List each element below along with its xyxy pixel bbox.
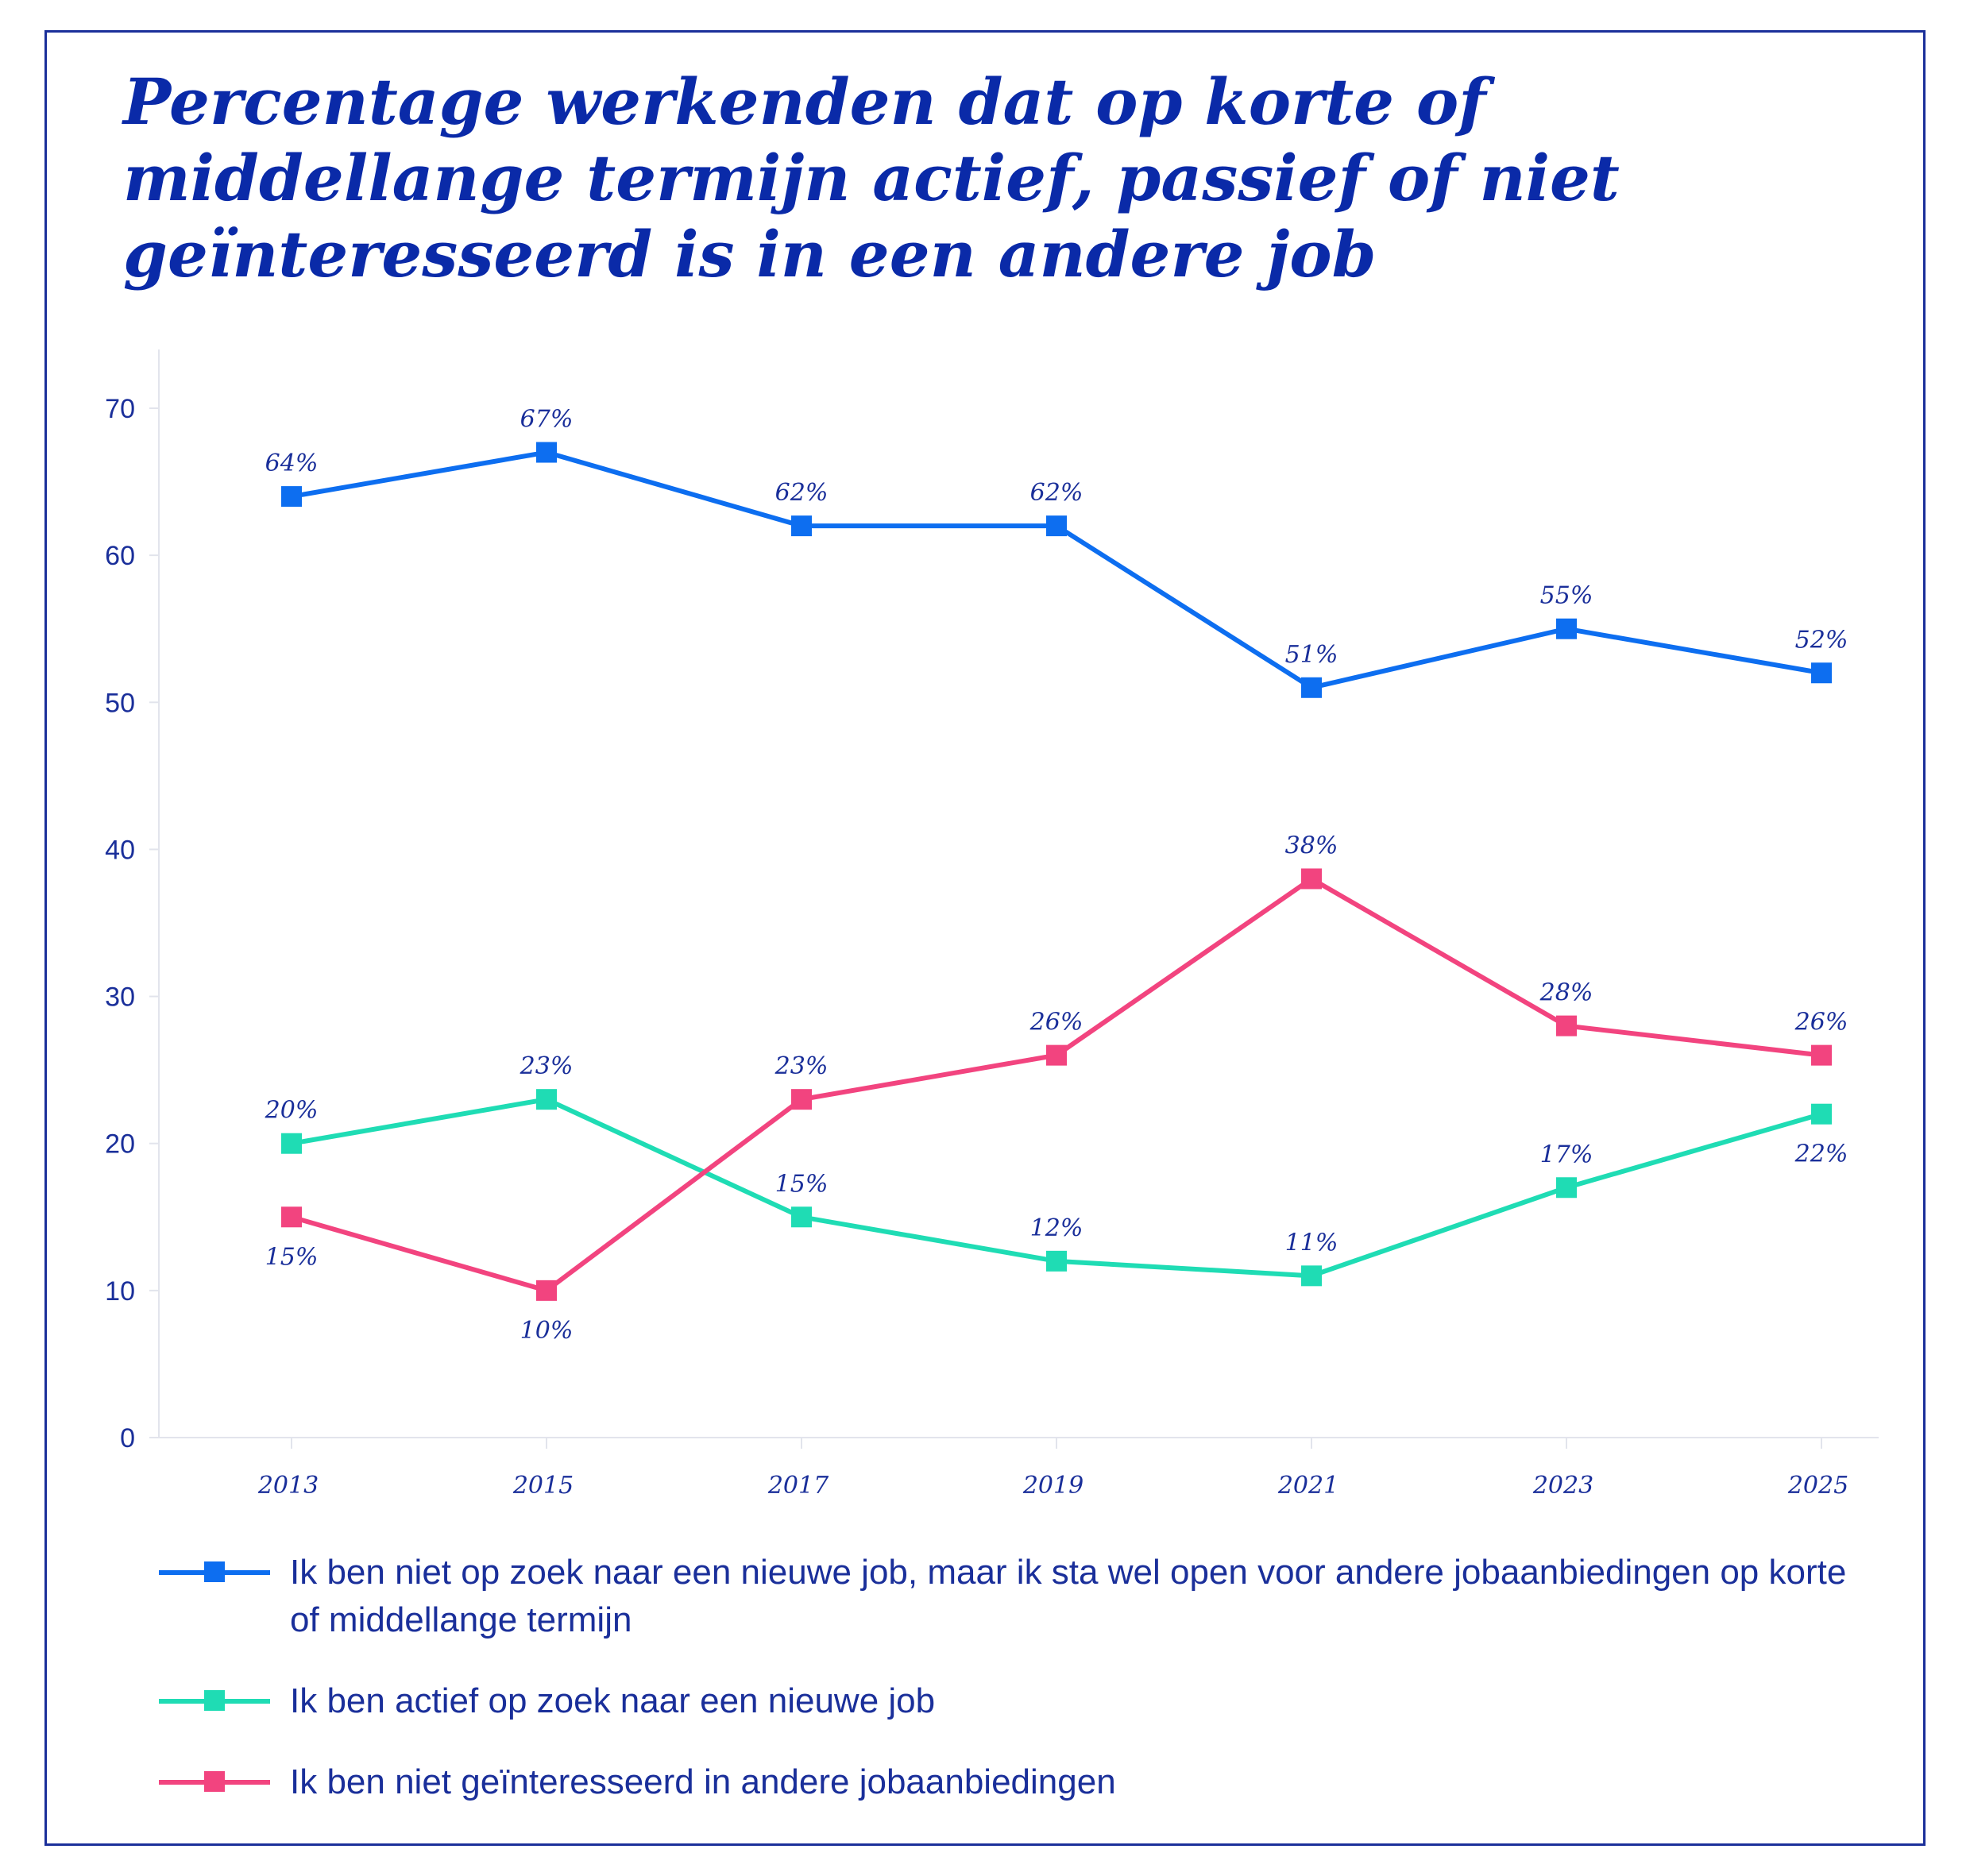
data-label: 17% bbox=[1540, 1141, 1593, 1168]
data-point bbox=[1556, 618, 1577, 639]
data-point bbox=[1046, 1250, 1067, 1272]
legend-label-not-interested: Ik ben niet geïnteresseerd in andere job… bbox=[290, 1762, 1116, 1801]
data-point bbox=[1301, 677, 1322, 698]
data-label: 55% bbox=[1540, 582, 1593, 610]
data-label: 38% bbox=[1285, 832, 1338, 859]
data-label: 23% bbox=[774, 1052, 829, 1080]
data-point bbox=[1556, 1015, 1577, 1036]
legend-item-active: Ik ben actief op zoek naar een nieuwe jo… bbox=[159, 1677, 1867, 1725]
y-tick-label: 20 bbox=[105, 1129, 135, 1160]
legend: Ik ben niet op zoek naar een nieuwe job,… bbox=[159, 1549, 1867, 1839]
x-tick-label: 2023 bbox=[1532, 1472, 1593, 1500]
data-point bbox=[791, 1206, 812, 1228]
data-label: 12% bbox=[1030, 1214, 1084, 1242]
data-point bbox=[1046, 515, 1067, 537]
data-point bbox=[536, 442, 557, 463]
chart-title: Percentage werkenden dat op korte of mid… bbox=[123, 64, 1620, 291]
data-label: 62% bbox=[775, 479, 829, 507]
data-point bbox=[536, 1280, 557, 1301]
legend-swatch-open bbox=[159, 1561, 270, 1584]
data-label: 22% bbox=[1794, 1141, 1848, 1168]
data-label: 15% bbox=[265, 1243, 319, 1271]
data-point bbox=[1811, 1044, 1832, 1066]
data-label: 26% bbox=[1029, 1009, 1084, 1036]
legend-label-active: Ik ben actief op zoek naar een nieuwe jo… bbox=[290, 1681, 936, 1720]
legend-swatch-not-interested bbox=[159, 1771, 270, 1793]
data-point bbox=[1301, 1265, 1322, 1287]
data-label: 64% bbox=[265, 450, 319, 477]
data-label: 11% bbox=[1285, 1229, 1338, 1256]
data-point bbox=[536, 1089, 557, 1110]
x-tick-label: 2025 bbox=[1787, 1472, 1848, 1500]
data-label: 10% bbox=[520, 1317, 574, 1345]
y-tick-label: 0 bbox=[120, 1423, 135, 1453]
y-tick-label: 50 bbox=[105, 688, 135, 718]
data-label: 23% bbox=[520, 1052, 574, 1080]
series-line-1 bbox=[291, 1097, 1822, 1279]
data-label: 67% bbox=[520, 406, 574, 434]
x-tick-label: 2015 bbox=[512, 1472, 574, 1500]
data-label: 52% bbox=[1795, 626, 1848, 654]
data-point bbox=[1811, 662, 1832, 684]
data-point bbox=[281, 1206, 302, 1228]
data-label: 28% bbox=[1539, 979, 1593, 1007]
data-point bbox=[791, 1089, 812, 1110]
legend-label-open: Ik ben niet op zoek naar een nieuwe job,… bbox=[290, 1553, 1847, 1639]
data-label: 26% bbox=[1794, 1009, 1848, 1036]
data-point bbox=[281, 1133, 302, 1154]
x-tick-label: 2017 bbox=[767, 1472, 829, 1500]
data-label: 20% bbox=[265, 1097, 319, 1125]
y-tick-label: 30 bbox=[105, 982, 135, 1013]
y-tick-label: 70 bbox=[105, 394, 135, 424]
x-tick-label: 2019 bbox=[1022, 1472, 1084, 1500]
data-label: 15% bbox=[775, 1170, 829, 1198]
data-point bbox=[281, 486, 302, 508]
x-tick-label: 2013 bbox=[257, 1472, 319, 1500]
data-point bbox=[791, 515, 812, 537]
y-tick-label: 60 bbox=[105, 541, 135, 571]
data-point bbox=[1556, 1177, 1577, 1199]
legend-item-not-interested: Ik ben niet geïnteresseerd in andere job… bbox=[159, 1758, 1867, 1806]
legend-item-open: Ik ben niet op zoek naar een nieuwe job,… bbox=[159, 1549, 1867, 1644]
data-point bbox=[1811, 1103, 1832, 1125]
x-tick-label: 2021 bbox=[1277, 1472, 1338, 1500]
data-point bbox=[1301, 868, 1322, 890]
data-label: 51% bbox=[1285, 641, 1338, 669]
data-point bbox=[1046, 1044, 1067, 1066]
y-tick-label: 10 bbox=[105, 1276, 135, 1307]
legend-swatch-active bbox=[159, 1690, 270, 1712]
chart-frame bbox=[44, 30, 1926, 1846]
y-tick-label: 40 bbox=[105, 835, 135, 865]
data-label: 62% bbox=[1030, 479, 1084, 507]
